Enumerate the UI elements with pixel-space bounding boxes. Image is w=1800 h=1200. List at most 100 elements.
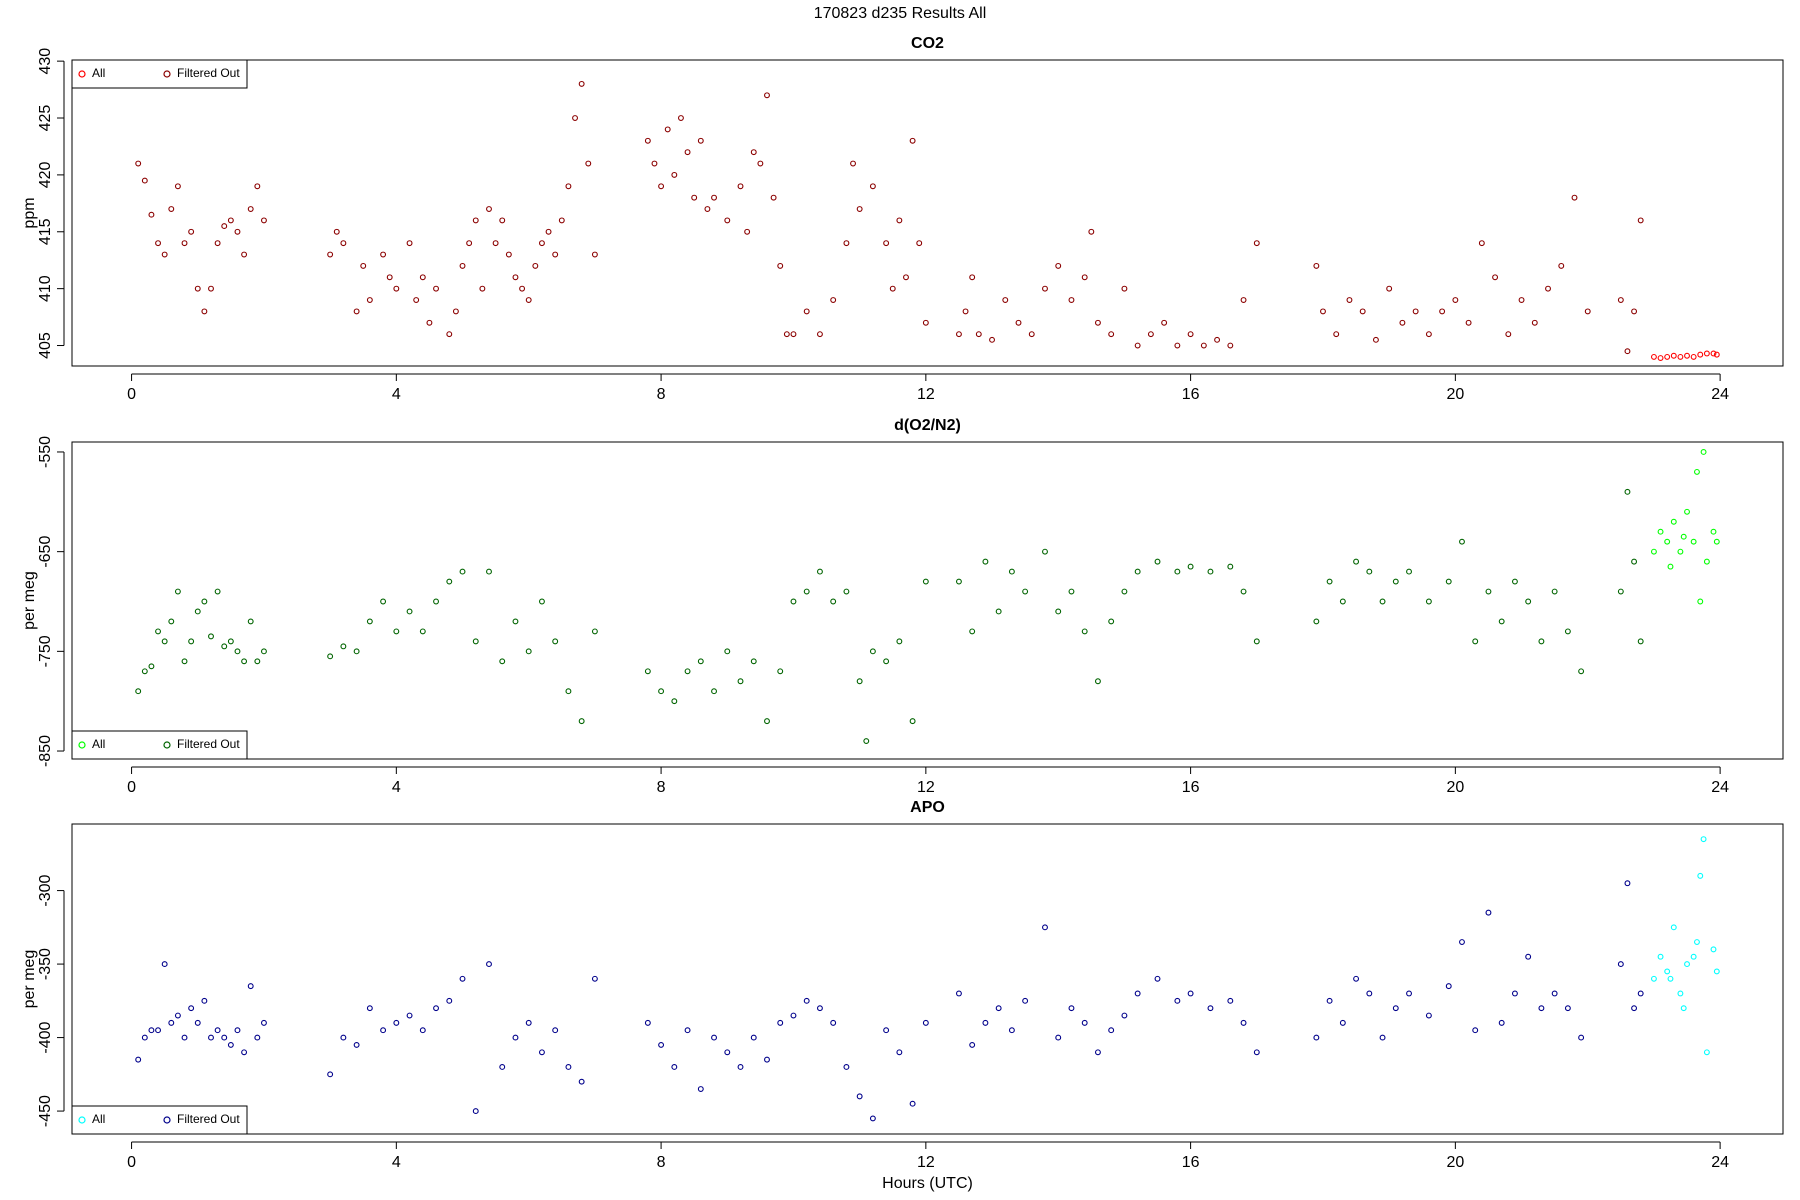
data-point [446,331,453,338]
data-point [1022,997,1029,1004]
data-point [664,126,671,133]
data-point [995,608,1002,615]
data-point [161,638,168,645]
data-point [1710,528,1717,535]
data-point [260,1019,267,1026]
data-point [353,308,360,315]
data-point [955,990,962,997]
x-tick-label: 20 [1446,386,1464,403]
data-point [1445,578,1452,585]
data-point [677,115,684,121]
legend-symbol [163,1116,171,1124]
data-point [499,658,506,665]
data-point [883,658,890,665]
y-tick-label: 415 [37,218,54,245]
data-point [141,668,148,675]
data-point [181,240,188,247]
data-point [1650,975,1657,982]
data-point [843,588,850,595]
legend-label: All [92,66,105,80]
data-point [366,1005,373,1012]
data-point [658,1041,665,1048]
data-point [1518,297,1525,303]
data-point [1042,924,1048,931]
data-point [671,171,678,178]
y-tick-label: 425 [37,105,54,132]
data-point [413,297,420,303]
data-point [1710,350,1717,357]
data-point [1081,1019,1088,1026]
x-tick-label: 24 [1711,779,1729,796]
data-point [1068,1005,1075,1012]
data-point [1214,336,1221,343]
data-point [499,1064,506,1070]
x-tick-label: 8 [657,779,666,796]
data-point [869,1115,876,1122]
data-point [221,643,228,650]
data-point [1313,1034,1320,1041]
data-point [1525,953,1532,960]
data-point [254,183,261,190]
data-point [1227,997,1234,1004]
data-point [1425,331,1432,338]
data-point [393,1019,400,1026]
data-point [1445,983,1452,990]
data-point [1088,228,1095,235]
data-point [922,1019,929,1026]
data-point [486,568,492,575]
data-point [234,228,241,235]
data-point [969,274,976,281]
data-point [883,1027,890,1034]
data-point [1379,1034,1386,1041]
data-point [1207,1005,1214,1012]
data-point [737,1064,744,1070]
data-point [247,983,254,990]
x-tick-label: 4 [392,779,401,796]
data-point [141,177,148,184]
data-point [803,308,810,315]
data-point [141,1034,148,1041]
legend-symbol [78,70,86,78]
data-point [982,1019,989,1026]
data-point [750,149,757,156]
data-point [684,668,691,675]
data-point [1498,618,1505,625]
data-point [783,331,790,338]
x-tick-label: 8 [657,1154,666,1171]
data-point [750,1034,757,1041]
data-point [1353,975,1360,982]
data-point [327,251,334,258]
legend-label: All [92,737,105,751]
data-point [208,285,214,292]
data-point [214,588,221,595]
y-tick-label: -400 [37,1021,54,1053]
data-point [1538,1005,1545,1012]
data-point [989,336,995,343]
data-point [1511,578,1518,585]
data-point [1366,990,1373,997]
data-point [1134,342,1141,349]
data-point [214,240,221,247]
data-point [1174,997,1181,1004]
data-point [777,1019,784,1026]
y-tick-label: 410 [37,275,54,302]
data-point [155,240,161,247]
data-point [922,319,929,326]
data-point [1650,353,1657,360]
data-point [168,1019,175,1026]
data-point [1366,568,1373,575]
data-point [1313,618,1320,625]
data-point [1412,308,1419,315]
data-point [1657,355,1664,361]
data-point [816,568,823,575]
data-point [1538,638,1545,645]
data-point [135,688,142,695]
data-point [658,183,665,190]
data-point [1187,990,1194,997]
data-point [644,668,651,675]
data-point [1134,990,1141,997]
data-point [1121,285,1128,292]
data-point [565,1064,572,1070]
x-tick-label: 16 [1182,1154,1200,1171]
data-point [922,578,929,585]
